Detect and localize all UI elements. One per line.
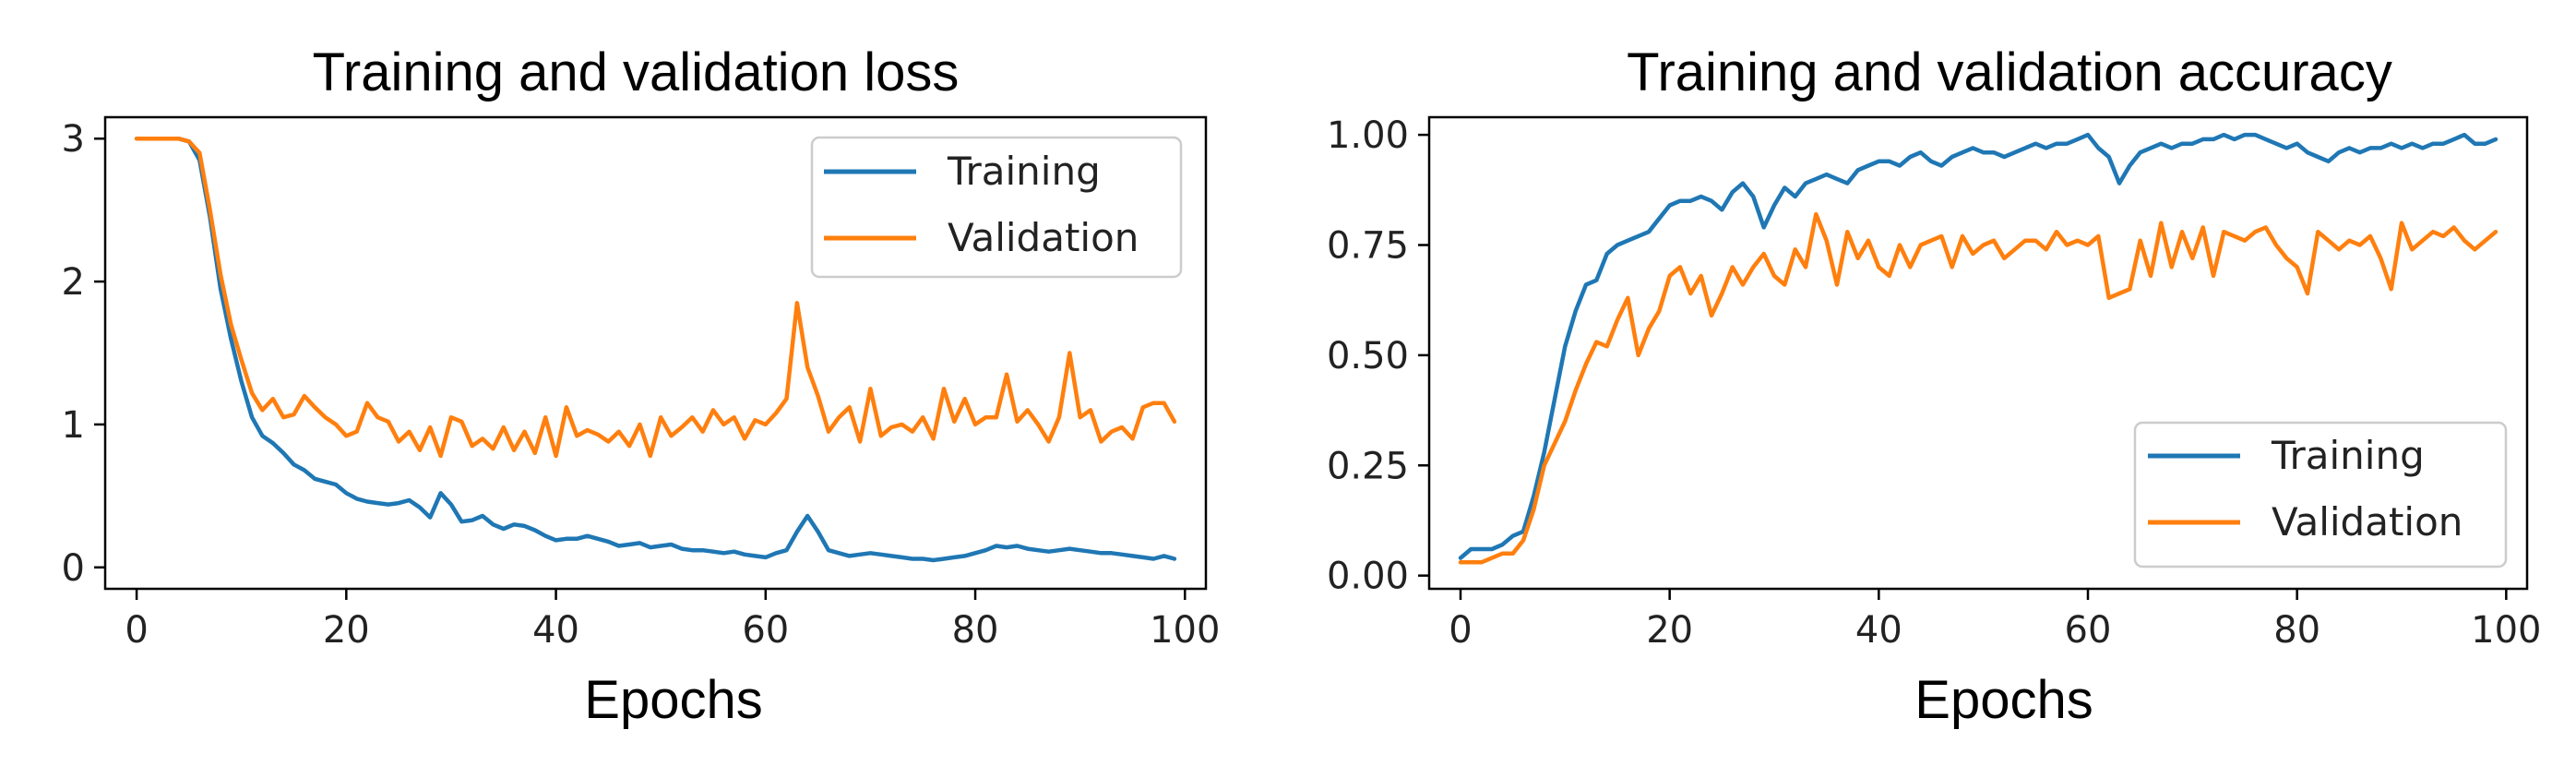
loss-chart-title: Training and validation loss: [313, 42, 960, 102]
loss-y-tick-label: 0: [62, 547, 85, 590]
accuracy-y-axis: 0.00 0.25 0.50 0.75 1.00: [1327, 114, 1429, 598]
accuracy-y-tick-label: 1.00: [1327, 114, 1409, 157]
accuracy-y-tick-label: 0.75: [1327, 224, 1409, 267]
accuracy-x-tick-label: 80: [2273, 609, 2320, 652]
accuracy-lines: [1458, 132, 2498, 565]
accuracy-x-axis-label: Epochs: [1914, 670, 2093, 730]
loss-x-tick-label: 0: [125, 609, 148, 652]
accuracy-y-tick-label: 0.00: [1327, 556, 1409, 598]
loss-legend: Training Validation: [810, 136, 1183, 279]
loss-x-tick-label: 100: [1150, 609, 1220, 652]
loss-lines: [134, 136, 1177, 563]
loss-y-tick-label: 1: [62, 404, 85, 447]
accuracy-x-tick-label: 0: [1449, 609, 1472, 652]
accuracy-x-axis: 0 20 40 60 80 100: [1449, 589, 2542, 652]
accuracy-x-tick-label: 100: [2471, 609, 2541, 652]
accuracy-y-tick-label: 0.25: [1327, 445, 1409, 487]
accuracy-plot-frame: [1427, 115, 2529, 591]
loss-x-axis: 0 20 40 60 80 100: [125, 589, 1220, 652]
accuracy-legend-training-label: Training: [2271, 433, 2425, 478]
loss-y-tick-label: 2: [62, 261, 85, 304]
accuracy-chart-title: Training and validation accuracy: [1627, 42, 2392, 102]
loss-series-training-line: [134, 136, 1177, 563]
accuracy-y-tick-label: 0.50: [1327, 335, 1409, 377]
loss-legend-training-label: Training: [947, 149, 1101, 194]
loss-y-axis: 0 1 2 3: [62, 118, 105, 590]
accuracy-chart: Training and validation accuracy 0 20 40 60…: [1327, 42, 2542, 730]
accuracy-series-validation-line: [1458, 211, 2498, 565]
loss-series-validation-line: [134, 136, 1177, 459]
loss-chart: Training and validation loss 0 20 40 60 80 10…: [62, 42, 1221, 730]
accuracy-x-tick-label: 40: [1855, 609, 1902, 652]
loss-plot-frame: [103, 115, 1208, 591]
loss-x-tick-label: 80: [952, 609, 999, 652]
accuracy-legend-validation-label: Validation: [2272, 499, 2463, 545]
loss-y-tick-label: 3: [62, 118, 85, 161]
accuracy-legend-box: [2133, 421, 2508, 569]
accuracy-x-tick-label: 20: [1646, 609, 1693, 652]
loss-x-axis-label: Epochs: [584, 670, 762, 730]
loss-x-tick-label: 20: [323, 609, 370, 652]
loss-x-tick-label: 60: [742, 609, 789, 652]
loss-x-tick-label: 40: [532, 609, 579, 652]
accuracy-x-tick-label: 60: [2065, 609, 2112, 652]
accuracy-legend: Training Validation: [2133, 421, 2508, 569]
accuracy-series-training-line: [1458, 132, 2498, 560]
loss-legend-validation-label: Validation: [948, 215, 1139, 260]
